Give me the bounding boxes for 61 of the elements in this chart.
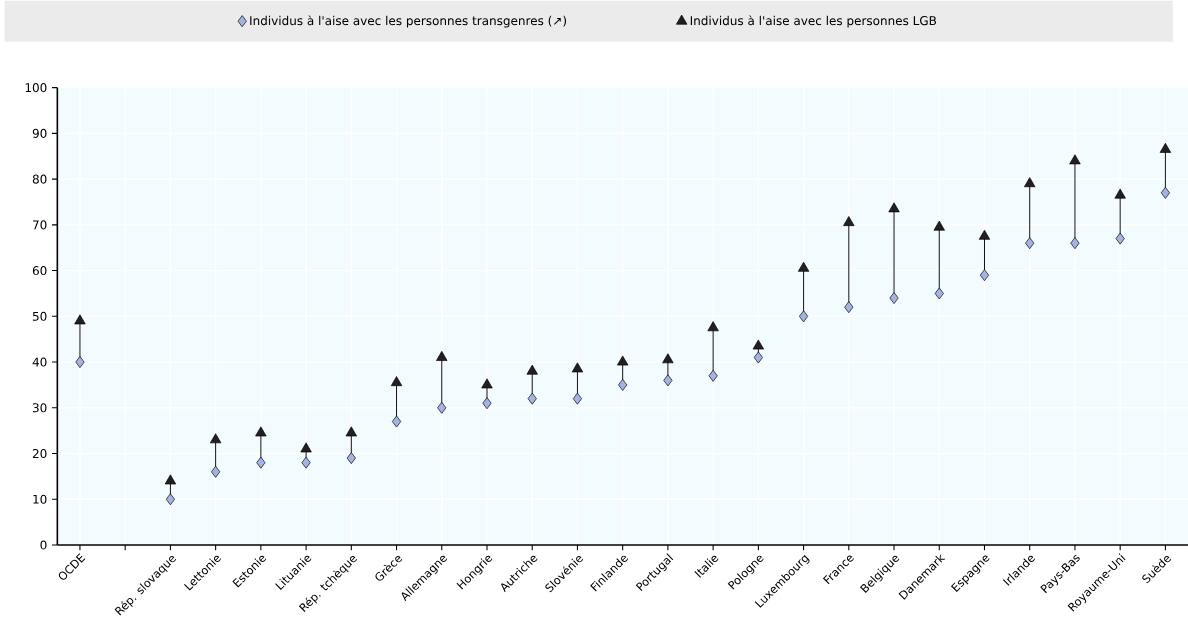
y-tick-label: 50 — [32, 311, 47, 321]
point — [1159, 142, 1172, 153]
point — [752, 339, 764, 350]
point — [843, 216, 855, 226]
point — [526, 364, 538, 375]
point — [618, 378, 628, 391]
point — [753, 351, 763, 364]
point — [74, 314, 86, 325]
point — [527, 392, 537, 405]
point — [934, 287, 944, 300]
point — [572, 392, 582, 405]
point — [797, 261, 810, 272]
point — [617, 355, 629, 366]
point — [662, 353, 674, 364]
legend-label: Individus à l'aise avec les personnes LGB — [690, 15, 937, 28]
point — [708, 369, 718, 382]
y-tick-label: 90 — [32, 128, 47, 138]
point — [1115, 232, 1125, 245]
point — [844, 301, 854, 314]
point — [1025, 237, 1035, 250]
y-tick-label: 30 — [32, 403, 47, 413]
point — [164, 474, 177, 485]
point — [255, 426, 267, 437]
point — [481, 378, 493, 389]
point — [345, 426, 357, 437]
point — [211, 465, 221, 478]
point — [300, 442, 312, 453]
y-tick-label: 80 — [32, 174, 47, 184]
y-tick-label: 40 — [32, 357, 47, 367]
point — [482, 397, 492, 410]
legend-label: Individus à l'aise avec les personnes transgenres (↗) — [250, 15, 567, 28]
y-tick-label: 100 — [25, 83, 47, 93]
point — [436, 351, 448, 361]
point — [301, 456, 311, 469]
point — [707, 321, 719, 332]
y-tick-label: 20 — [32, 448, 47, 459]
y-tick-label: 0 — [40, 540, 47, 550]
point — [571, 362, 584, 373]
point — [799, 310, 809, 323]
point — [978, 229, 991, 240]
point — [1070, 237, 1080, 250]
point — [390, 376, 403, 387]
point — [209, 433, 222, 444]
point — [888, 202, 900, 213]
point — [1114, 188, 1126, 199]
point — [1160, 186, 1170, 199]
y-tick-label: 60 — [32, 266, 47, 276]
point — [979, 269, 990, 282]
point — [346, 452, 356, 465]
point — [392, 415, 402, 428]
point — [1069, 154, 1081, 165]
point — [256, 456, 266, 469]
point — [933, 220, 945, 231]
y-tick-label: 70 — [33, 220, 47, 230]
point — [165, 493, 175, 506]
point — [437, 401, 447, 414]
point — [663, 374, 673, 387]
point — [889, 292, 899, 304]
point — [75, 356, 85, 368]
y-tick-label: 10 — [33, 494, 47, 504]
point — [1024, 177, 1036, 188]
